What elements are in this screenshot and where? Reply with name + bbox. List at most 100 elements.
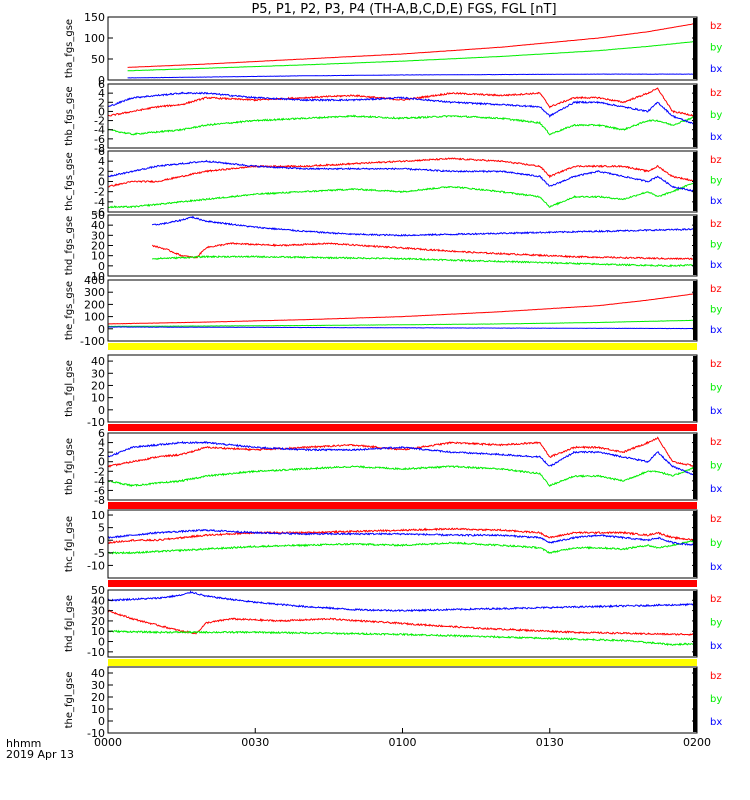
y-tick-label: 4 [98,155,105,168]
legend-by: by [710,110,722,121]
y-tick-label: 2 [98,446,105,459]
series-line-by [108,539,697,555]
y-tick-label: -2 [94,465,105,478]
y-axis-label: tha_fgl_gse [64,360,75,417]
legend-bx: bx [710,484,722,495]
legend-by: by [710,176,722,187]
legend-bz: bz [710,21,722,32]
x-tick-label: 0000 [94,736,122,749]
y-tick-label: 20 [91,615,105,628]
legend-bx: bx [710,325,722,336]
x-axis-label-line2: 2019 Apr 13 [6,748,74,761]
legend-by: by [710,305,722,316]
y-tick-label: 50 [91,209,105,222]
y-tick-label: 10 [91,509,105,522]
y-tick-label: 10 [91,625,105,638]
series-line-by [127,40,697,72]
x-tick-label: 0030 [241,736,269,749]
legend-by: by [710,618,722,629]
series-line-bz [108,436,697,468]
y-axis-label: thc_fgs_gse [64,152,75,211]
legend-bx: bx [710,64,722,75]
coverage-bar [693,434,697,499]
legend-bx: bx [710,260,722,271]
y-tick-label: 30 [91,605,105,618]
y-tick-label: 100 [84,311,105,324]
series-line-bx [151,215,697,237]
series-line-by [108,319,697,328]
coverage-bar [693,281,697,340]
coverage-bar [693,511,697,577]
coverage-bar [693,356,697,421]
series-line-by [108,629,697,647]
y-tick-label: -100 [80,335,105,348]
chart-title: P5, P1, P2, P3, P4 (TH-A,B,C,D,E) FGS, F… [251,2,556,17]
panel-frame [107,279,698,342]
legend-by: by [710,538,722,549]
coverage-bar [693,18,697,79]
series-line-bz [108,292,697,325]
y-tick-label: 6 [98,78,105,91]
series-line-bx [108,159,697,193]
y-tick-label: 300 [84,286,105,299]
y-tick-label: 30 [91,679,105,692]
x-axis-label-line1: hhmm [6,737,41,750]
y-tick-label: 0 [98,74,105,87]
panel-frame [107,150,698,213]
y-axis-label: thd_fgs_gse [64,216,75,275]
series-line-by [108,465,697,488]
y-axis-label: the_fgs_gse [64,281,75,340]
legend-bx: bx [710,196,722,207]
y-tick-label: -6 [94,206,105,219]
series-line-bz [108,609,697,636]
legend-by: by [710,694,722,705]
legend-bz: bz [710,514,722,525]
y-tick-label: -4 [94,475,105,488]
x-tick-label: 0130 [536,736,564,749]
y-tick-label: -8 [94,142,105,155]
series-line-bz [108,527,697,544]
y-tick-label: 0 [98,260,105,273]
y-tick-label: -10 [87,727,105,740]
y-axis-label: the_fgl_gse [64,672,75,729]
y-tick-label: -6 [94,484,105,497]
y-tick-label: 400 [84,274,105,287]
y-tick-label: 4 [98,87,105,100]
y-tick-label: -10 [87,270,105,283]
flag-bar [108,343,697,350]
y-tick-label: 0 [98,105,105,118]
y-tick-label: 20 [91,379,105,392]
legend-bz: bz [710,284,722,295]
y-tick-label: 10 [91,703,105,716]
flag-bar [108,580,697,587]
y-tick-label: -10 [87,646,105,659]
y-tick-label: 30 [91,367,105,380]
y-tick-label: -10 [87,416,105,429]
legend-bx: bx [710,641,722,652]
y-tick-label: -5 [94,547,105,560]
y-tick-label: 40 [91,667,105,680]
series-line-by [108,180,697,209]
y-tick-label: 20 [91,691,105,704]
series-line-bx [108,91,697,126]
y-tick-label: 6 [98,145,105,158]
series-line-bx [108,528,697,547]
panel-frame [107,509,698,579]
y-tick-label: -2 [94,115,105,128]
y-tick-label: 150 [84,11,105,24]
y-tick-label: 0 [98,456,105,469]
series-line-by [108,114,697,136]
flag-bar [108,502,697,509]
y-tick-label: 0 [98,636,105,649]
series-line-bz [152,242,697,261]
x-tick-label: 0100 [389,736,417,749]
legend-bz: bz [710,437,722,448]
